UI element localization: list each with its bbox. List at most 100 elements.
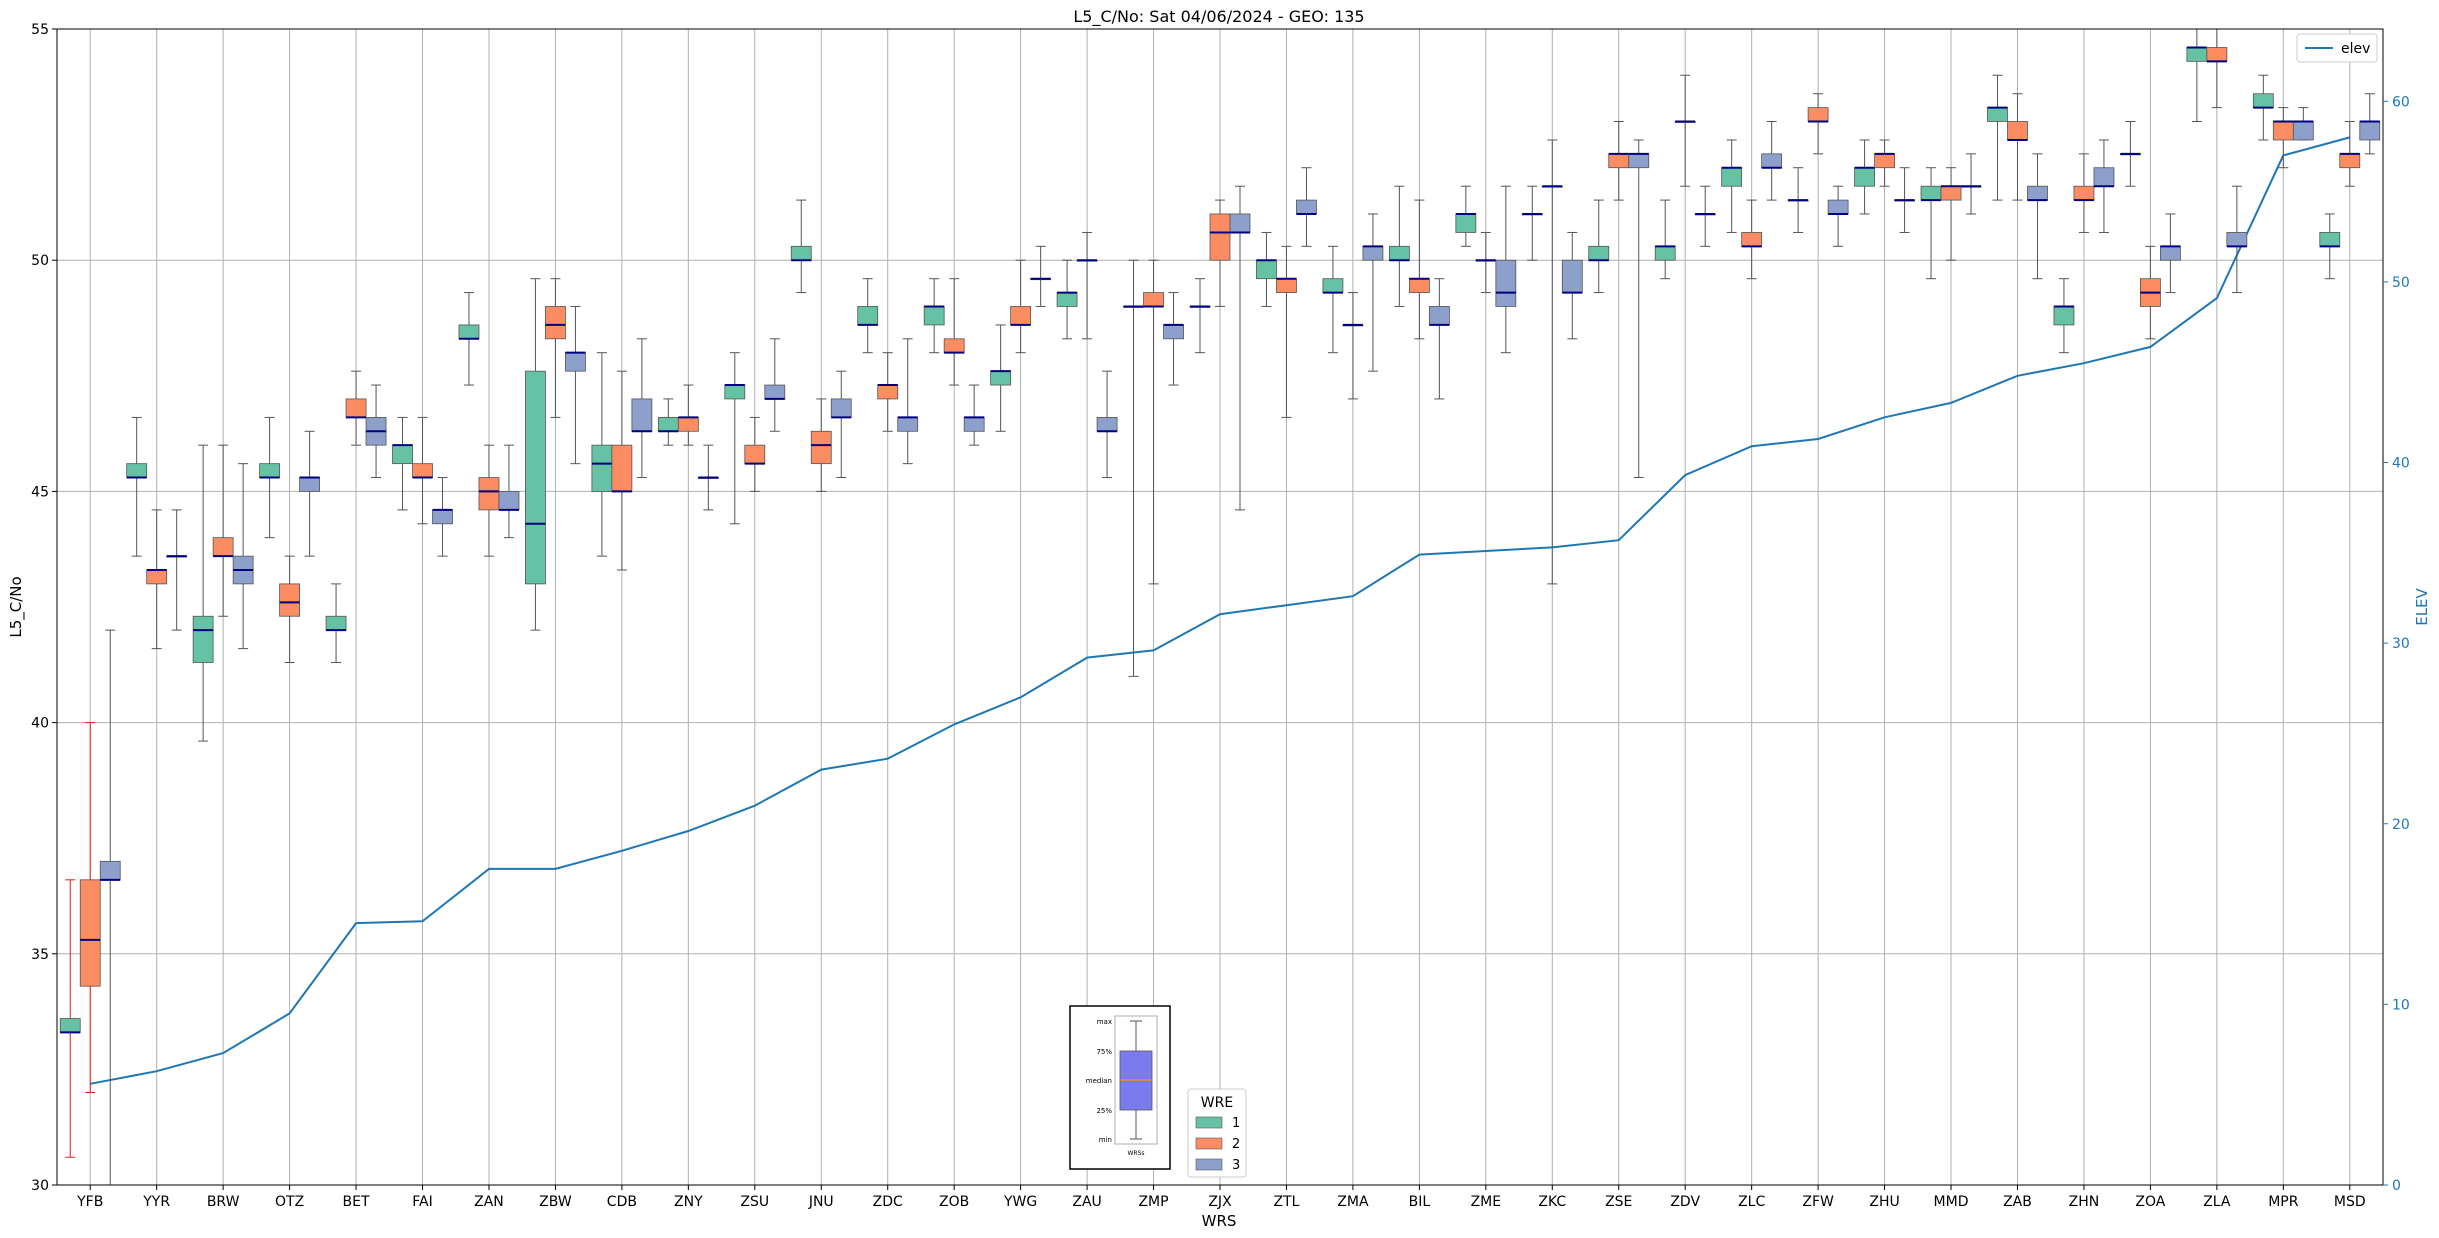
box-plot	[1056, 259, 1078, 340]
box-plot	[1674, 74, 1696, 187]
box	[525, 370, 546, 585]
box	[259, 463, 281, 478]
x-tick-label: ZAU	[1072, 1194, 1101, 1210]
box-plot	[2319, 213, 2341, 280]
box-plot	[259, 416, 281, 539]
box-plot	[857, 278, 879, 354]
box-plot	[1256, 231, 1277, 307]
y-tick-label: 55	[31, 22, 49, 38]
x-tick-label: ZKC	[1538, 1194, 1566, 1210]
box-plot	[232, 463, 254, 650]
box	[1209, 213, 1231, 261]
box-plot	[2272, 107, 2294, 169]
box-plot	[212, 444, 234, 617]
box-plot	[545, 278, 566, 418]
box-plot	[1628, 139, 1650, 479]
box-plot	[498, 444, 520, 539]
box-plot	[1741, 199, 1763, 280]
wre-legend-label-1: 1	[1232, 1116, 1240, 1131]
box	[192, 615, 214, 663]
y2-tick-label: 20	[2392, 817, 2410, 833]
box-plot	[525, 278, 546, 631]
x-tick-label: JNU	[808, 1194, 834, 1210]
box-plot	[2119, 120, 2141, 187]
box-plot	[458, 292, 480, 386]
box-plot	[611, 370, 633, 571]
box-plot	[1408, 199, 1430, 340]
line-legend: elev	[2296, 33, 2378, 63]
box	[2359, 121, 2381, 141]
box	[1495, 259, 1517, 307]
box	[325, 615, 347, 631]
x-tick-label: BET	[343, 1194, 370, 1210]
x-tick-label: ZOA	[2135, 1194, 2165, 1210]
x-axis-label: WRS	[1202, 1212, 1237, 1230]
box	[963, 417, 985, 432]
box-plot	[1209, 199, 1231, 307]
x-tick-label: ZNY	[674, 1194, 703, 1210]
box-plot	[1189, 278, 1211, 354]
box-plot	[325, 583, 347, 663]
x-tick-label: YFB	[76, 1194, 103, 1210]
box-plot	[631, 338, 653, 479]
box	[1654, 245, 1676, 261]
box	[1408, 278, 1430, 293]
box	[1322, 278, 1344, 293]
box	[1428, 306, 1450, 326]
key-label-min: min	[1099, 1136, 1112, 1144]
box-plot	[1694, 185, 1716, 247]
box	[724, 384, 746, 400]
box	[565, 352, 586, 372]
box	[677, 417, 699, 432]
wre-legend-swatch-3	[1195, 1158, 1223, 1171]
key-label-25: 25%	[1096, 1107, 1112, 1115]
box-plot	[1940, 167, 1962, 261]
box	[897, 417, 919, 432]
box-plot	[1475, 231, 1497, 294]
box-plot	[1143, 259, 1164, 585]
y-tick-label: 45	[31, 484, 49, 500]
box	[2272, 121, 2294, 141]
box	[1010, 306, 1032, 326]
wre-legend-label-2: 2	[1232, 1137, 1240, 1152]
box	[2053, 306, 2075, 326]
x-tick-label: ZFW	[1802, 1194, 1834, 1210]
x-tick-label: ZTL	[1273, 1194, 1299, 1210]
y2-tick-label: 40	[2392, 456, 2410, 472]
box-plot	[166, 509, 188, 631]
box-plot	[897, 338, 919, 465]
box-plot	[345, 370, 367, 446]
x-tick-label: ZME	[1471, 1194, 1502, 1210]
box-plot	[2053, 278, 2075, 354]
y2-tick-label: 50	[2392, 275, 2410, 291]
box	[1256, 259, 1277, 280]
box	[1163, 324, 1184, 340]
box-plots	[59, 28, 2381, 1186]
box-plot	[923, 278, 945, 354]
box	[1561, 259, 1583, 293]
box	[1761, 153, 1783, 169]
elevation-line	[90, 136, 2351, 1085]
box-plot	[192, 444, 214, 742]
box	[877, 384, 899, 400]
box-plot	[1588, 199, 1610, 294]
box	[392, 444, 413, 465]
x-tick-label: FAI	[412, 1194, 432, 1210]
box-plot	[1229, 185, 1251, 511]
box	[432, 509, 453, 525]
box	[2027, 185, 2048, 201]
y-tick-label: 50	[31, 253, 49, 269]
wre-legend-swatch-1	[1195, 1116, 1223, 1129]
y2-tick-label: 60	[2392, 94, 2410, 110]
x-tick-label: ZOB	[939, 1194, 969, 1210]
box	[1807, 107, 1829, 122]
box-plot	[1721, 139, 1743, 233]
box-plot	[2186, 28, 2208, 122]
box	[146, 569, 168, 585]
x-tick-label: ZLC	[1738, 1194, 1765, 1210]
box	[744, 444, 766, 465]
box	[591, 444, 613, 492]
x-tick-label: CDB	[607, 1194, 637, 1210]
box-plot	[1854, 139, 1875, 215]
box	[2093, 167, 2115, 187]
